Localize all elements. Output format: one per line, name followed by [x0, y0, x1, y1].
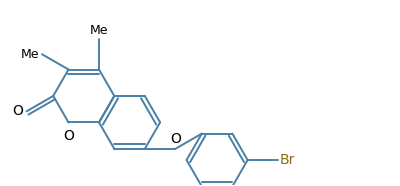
Text: O: O — [63, 129, 74, 143]
Text: O: O — [12, 104, 23, 118]
Text: O: O — [170, 132, 181, 146]
Text: Br: Br — [279, 153, 294, 167]
Text: Me: Me — [90, 24, 108, 37]
Text: Me: Me — [20, 48, 39, 61]
